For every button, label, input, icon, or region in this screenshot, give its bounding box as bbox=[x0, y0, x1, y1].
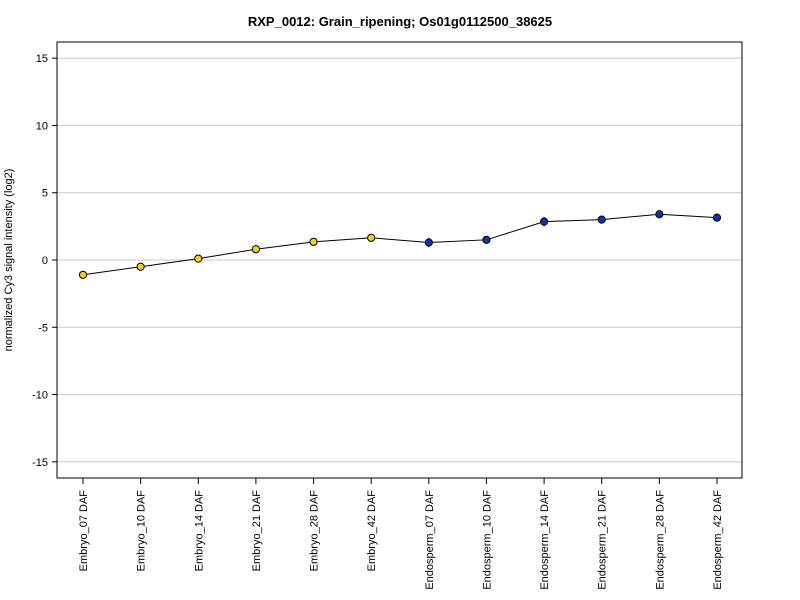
y-tick-label: 15 bbox=[36, 53, 48, 65]
data-point bbox=[597, 215, 606, 224]
x-tick-label: Embryo_21 DAF bbox=[251, 490, 263, 572]
y-tick-label: 10 bbox=[36, 120, 48, 132]
y-tick-label: 5 bbox=[42, 188, 48, 200]
data-point bbox=[712, 213, 722, 222]
x-tick-label: Endosperm_21 DAF bbox=[597, 490, 609, 590]
x-tick-label: Embryo_42 DAF bbox=[366, 490, 378, 572]
data-series bbox=[78, 210, 722, 279]
data-point bbox=[194, 254, 203, 263]
data-point bbox=[367, 233, 376, 242]
data-point bbox=[251, 245, 261, 254]
y-axis: -15 -10 -5 0 5 10 15 bbox=[32, 53, 57, 469]
x-tick-label: Endosperm_14 DAF bbox=[539, 490, 551, 590]
y-tick-label: -15 bbox=[32, 457, 48, 469]
x-tick-label: Embryo_10 DAF bbox=[136, 490, 148, 572]
x-tick-label: Embryo_28 DAF bbox=[309, 490, 321, 572]
data-point bbox=[482, 235, 491, 244]
data-point bbox=[424, 238, 433, 247]
x-tick-label: Endosperm_07 DAF bbox=[424, 490, 436, 590]
y-tick-label: 0 bbox=[42, 255, 48, 267]
x-axis: Embryo_07 DAF Embryo_10 DAF Embryo_14 DAF E… bbox=[78, 478, 724, 590]
x-tick-label: Endosperm_28 DAF bbox=[654, 490, 666, 590]
y-tick-label: -5 bbox=[38, 322, 48, 334]
data-point bbox=[78, 270, 88, 279]
data-point bbox=[655, 210, 664, 219]
y-tick-label: -10 bbox=[32, 390, 48, 402]
x-tick-label: Embryo_14 DAF bbox=[193, 490, 205, 572]
x-tick-label: Endosperm_42 DAF bbox=[712, 490, 724, 590]
y-axis-label: normalized Cy3 signal intensity (log2) bbox=[3, 169, 15, 352]
series-line bbox=[82, 213, 718, 276]
gridlines bbox=[57, 57, 742, 463]
data-point bbox=[309, 237, 318, 246]
x-tick-label: Embryo_07 DAF bbox=[78, 490, 90, 572]
data-point bbox=[136, 262, 145, 271]
chart-title: RXP_0012: Grain_ripening; Os01g0112500_3… bbox=[248, 14, 552, 29]
data-point bbox=[539, 217, 549, 226]
x-tick-label: Endosperm_10 DAF bbox=[481, 490, 493, 590]
